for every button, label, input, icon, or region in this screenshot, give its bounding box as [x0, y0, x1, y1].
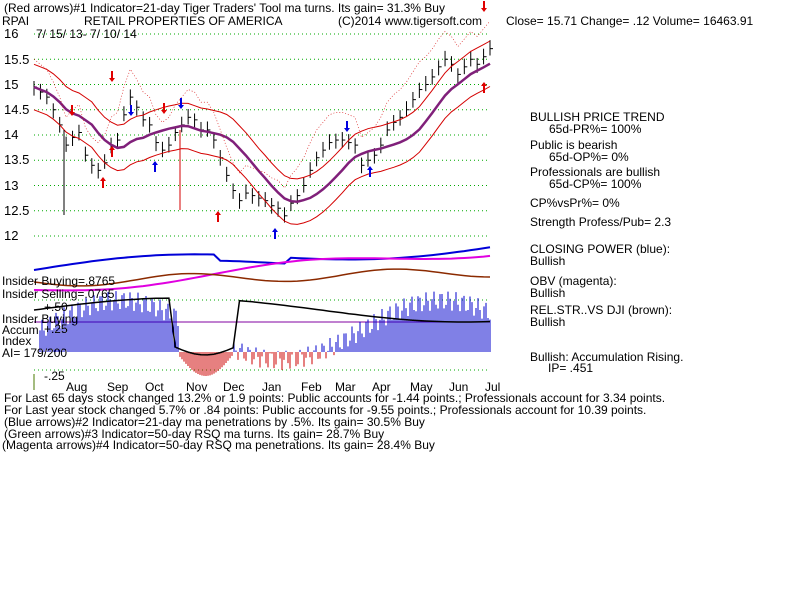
indicator-1-caption: (Red arrows)#1 Indicator=21-day Tiger Tr…: [4, 1, 445, 15]
y-tick-label: 12.5: [4, 203, 30, 218]
upper-envelope-line: [33, 20, 491, 189]
arrow-head: [481, 8, 487, 12]
lower-band-line: [33, 86, 491, 225]
cp-vs-pr: CP%vsPr%= 0%: [530, 196, 620, 210]
x-tick-label: Apr: [372, 380, 391, 394]
y-tick-label: 15.5: [4, 52, 30, 67]
footer-year-change: For Last year stock changed 5.7% or .84 …: [4, 403, 647, 417]
x-tick-label: Sep: [107, 380, 129, 394]
plus25-label: +.25: [44, 322, 68, 336]
index-label: Index: [2, 334, 32, 348]
professionals-sentiment: Professionals are bullish: [530, 165, 661, 179]
quote-line: Close= 15.71 Change= .12 Volume= 16463.9…: [506, 14, 754, 28]
y-tick-label: 12: [4, 228, 19, 243]
arrow-head: [152, 161, 158, 165]
indicator-2-caption: (Blue arrows)#2 Indicator=21-day ma pene…: [4, 415, 425, 429]
arrow-head: [109, 78, 115, 82]
x-tick-label: Jan: [262, 380, 282, 394]
accumulation-histogram: [39, 291, 491, 376]
y-tick-label: 15: [4, 77, 19, 92]
x-tick-label: Jun: [449, 380, 469, 394]
pr-percent: 65d-PR%= 100%: [549, 122, 642, 136]
moving-average-line: [33, 62, 491, 203]
y-tick-label: 14: [4, 127, 19, 142]
closing-power-line: [33, 246, 491, 271]
bullish-price-trend: BULLISH PRICE TREND: [530, 110, 665, 124]
arrow-head: [178, 105, 184, 109]
insider-buying-label: Insider Buying: [2, 312, 79, 326]
date-range: 7/ 15/ 13- 7/ 10/ 14: [36, 27, 137, 41]
insider-selling-label: Insider Selling=.0765: [2, 287, 115, 301]
x-tick-label: Dec: [223, 380, 245, 394]
x-tick-label: May: [410, 380, 433, 394]
arrow-head: [481, 82, 487, 86]
obv-line: [33, 254, 491, 292]
arrow-head: [128, 112, 134, 116]
insider-buying-top-label: Insider Buying=.8765: [2, 274, 116, 288]
copyright: (C)2014 www.tigersoft.com: [338, 14, 483, 28]
x-tick-label: Jul: [485, 380, 501, 394]
y-tick-label: 13.5: [4, 152, 30, 167]
obv-label: OBV (magenta):: [530, 274, 617, 288]
x-tick-label: Aug: [66, 380, 88, 394]
signal-arrows: [63, 1, 487, 239]
x-tick-label: Mar: [335, 380, 356, 394]
relstr-status: Bullish: [530, 315, 566, 329]
x-tick-label: Nov: [186, 380, 208, 394]
closing-power-label: CLOSING POWER (blue):: [530, 242, 671, 256]
upper-band-line: [33, 40, 491, 180]
accumulation-status: Bullish: Accumulation Rising.: [530, 350, 684, 364]
op-percent: 65d-OP%= 0%: [549, 150, 629, 164]
indicator-4-caption: (Magenta arrows)#4 Indicator=50-day RSQ …: [2, 438, 435, 452]
arrow-head: [215, 211, 221, 215]
indicator-3-caption: (Green arrows)#3 Indicator=50-day RSQ ma…: [4, 427, 385, 441]
arrow-head: [272, 228, 278, 232]
y-tick-label: 16: [4, 26, 19, 41]
ai-label: AI= 179/200: [2, 346, 68, 360]
ticker-symbol: RPAI: [2, 14, 30, 28]
accum-index-line: [33, 297, 491, 356]
closing-power-status: Bullish: [530, 254, 566, 268]
indicator-lines: [33, 20, 493, 356]
y-tick-label: 14.5: [4, 102, 30, 117]
x-tick-label: Feb: [301, 380, 322, 394]
arrow-head: [367, 166, 373, 170]
footer-65day-change: For Last 65 days stock changed 13.2% or …: [4, 391, 666, 405]
strength-ratio: Strength Profess/Pub= 2.3: [530, 215, 672, 229]
y-tick-label: 13: [4, 178, 19, 193]
arrow-head: [161, 110, 167, 114]
chart-title: RETAIL PROPERTIES OF AMERICA: [84, 14, 283, 28]
rel-strength-line: [33, 268, 491, 287]
arrow-head: [69, 112, 75, 116]
arrow-head: [344, 128, 350, 132]
plus50-label: +.50: [44, 300, 68, 314]
cp-percent: 65d-CP%= 100%: [549, 177, 642, 191]
accum-label: Accum: [2, 323, 39, 337]
public-sentiment: Public is bearish: [530, 138, 618, 152]
arrow-head: [109, 146, 115, 150]
x-tick-label: Oct: [145, 380, 164, 394]
arrow-head: [100, 177, 106, 181]
relstr-label: REL.STR..VS DJI (brown):: [530, 303, 673, 317]
obv-status: Bullish: [530, 286, 566, 300]
minus25-label: -.25: [44, 369, 65, 383]
ip-value: IP= .451: [548, 361, 594, 375]
